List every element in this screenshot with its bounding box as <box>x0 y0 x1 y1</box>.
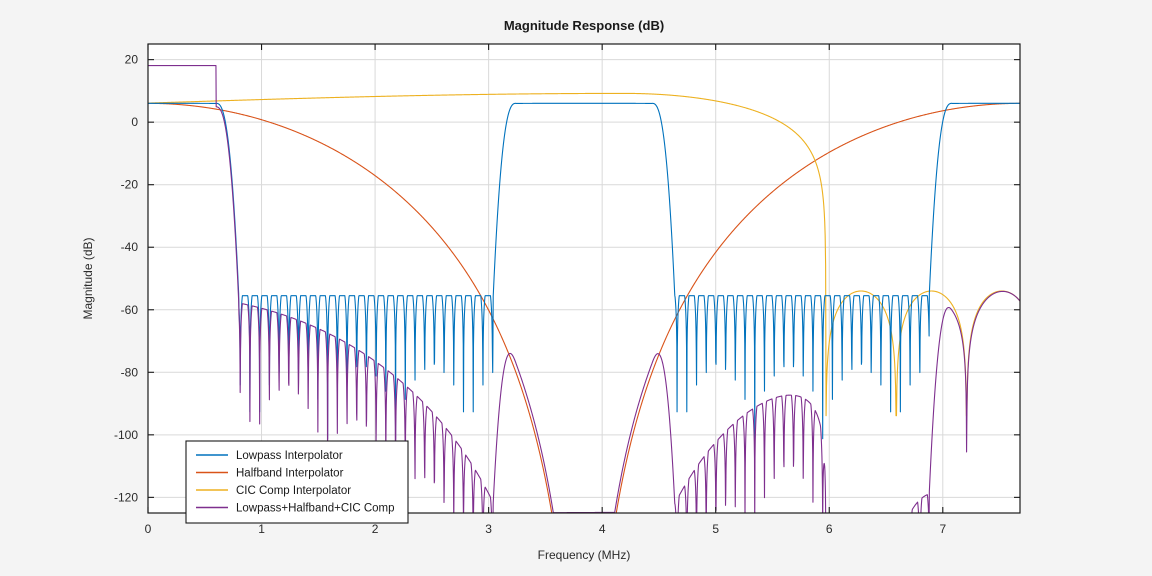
x-tick-label: 5 <box>712 522 719 536</box>
y-tick-label: -20 <box>121 178 139 192</box>
tick-labels: 0 1 2 3 4 5 6 7 20 0 -20 -40 -60 -80 -100 -120 <box>114 53 946 536</box>
legend-label-1: Halfband Interpolator <box>236 468 344 480</box>
x-tick-label: 4 <box>599 522 606 536</box>
y-tick-label: 0 <box>131 115 138 129</box>
axis-frame <box>147 43 1021 514</box>
legend-label-3: Lowpass+Halfband+CIC Comp <box>236 503 395 515</box>
y-tick-label: -100 <box>114 428 138 442</box>
x-tick-label: 2 <box>372 522 379 536</box>
x-tick-label: 7 <box>939 522 946 536</box>
series-line-1 <box>148 102 1020 513</box>
x-tick-label: 1 <box>258 522 265 536</box>
x-tick-label: 3 <box>485 522 492 536</box>
x-tick-label: 0 <box>145 522 152 536</box>
page-title: Magnitude Response (dB) <box>504 18 664 33</box>
series-line-2 <box>148 92 1020 417</box>
y-tick-label: -80 <box>121 365 139 379</box>
y-tick-label: 20 <box>125 53 139 67</box>
legend-label-0: Lowpass Interpolator <box>236 450 343 462</box>
y-axis-label: Magnitude (dB) <box>81 237 95 319</box>
y-tick-label: -60 <box>121 303 139 317</box>
legend[interactable]: Lowpass Interpolator Halfband Interpolato… <box>185 440 409 524</box>
gridlines <box>147 44 1020 513</box>
x-axis-label: Frequency (MHz) <box>538 548 631 562</box>
legend-label-2: CIC Comp Interpolator <box>236 485 351 497</box>
x-tick-label: 6 <box>826 522 833 536</box>
series-line-0 <box>148 102 1020 440</box>
y-tick-label: -40 <box>121 240 139 254</box>
y-tick-label: -120 <box>114 490 138 504</box>
